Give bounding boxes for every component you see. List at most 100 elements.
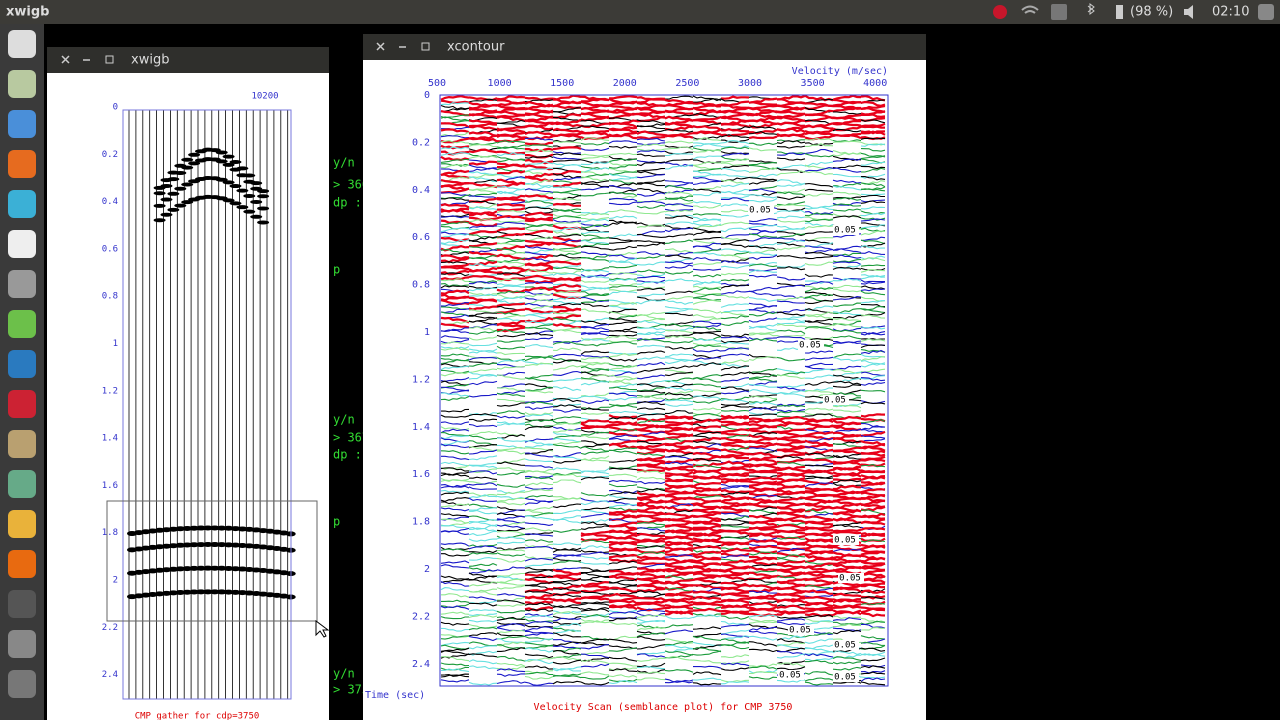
launcher-icon[interactable] bbox=[8, 270, 36, 298]
contour-line bbox=[861, 638, 886, 644]
contour-line bbox=[636, 368, 666, 374]
launcher-icon[interactable] bbox=[8, 70, 36, 98]
power-icon[interactable] bbox=[1258, 4, 1274, 20]
contour-line bbox=[580, 275, 609, 279]
contour-line bbox=[608, 541, 638, 547]
contour-line bbox=[524, 241, 554, 248]
contour-line bbox=[748, 290, 778, 296]
contour-line bbox=[636, 332, 666, 337]
contour-line bbox=[804, 149, 834, 155]
contour-line bbox=[860, 657, 886, 662]
contour-line bbox=[692, 287, 722, 293]
contour-line bbox=[720, 547, 750, 553]
contour-line bbox=[468, 113, 498, 119]
contour-line bbox=[860, 180, 886, 185]
contour-line bbox=[720, 587, 750, 593]
contour-line bbox=[832, 111, 862, 115]
contour-line bbox=[804, 425, 834, 432]
wavelet bbox=[181, 200, 194, 205]
maximize-button[interactable] bbox=[421, 42, 430, 51]
battery-icon[interactable] bbox=[1116, 5, 1123, 19]
launcher-icon[interactable] bbox=[8, 150, 36, 178]
contour-line bbox=[748, 532, 778, 538]
contour-line bbox=[693, 224, 722, 229]
launcher-icon[interactable] bbox=[8, 310, 36, 338]
contour-line bbox=[440, 634, 470, 638]
bluetooth-icon[interactable] bbox=[1087, 3, 1095, 15]
indicator-icon[interactable] bbox=[993, 5, 1007, 19]
launcher-icon[interactable] bbox=[8, 230, 36, 258]
launcher-icon[interactable] bbox=[8, 390, 36, 418]
contour-line bbox=[440, 95, 470, 101]
contour-line bbox=[440, 335, 470, 340]
maximize-button[interactable] bbox=[105, 55, 114, 64]
contour-line bbox=[468, 590, 498, 596]
launcher-icon[interactable] bbox=[8, 590, 36, 618]
contour-line bbox=[860, 653, 886, 657]
contour-line bbox=[720, 467, 750, 472]
contour-line bbox=[636, 130, 666, 137]
launcher-icon[interactable] bbox=[8, 30, 36, 58]
contour-line bbox=[692, 568, 722, 574]
wifi-icon[interactable] bbox=[1021, 5, 1039, 14]
contour-line bbox=[832, 152, 862, 157]
launcher-icon[interactable] bbox=[8, 510, 36, 538]
contour-line bbox=[692, 219, 722, 223]
contour-line bbox=[860, 419, 886, 424]
contour-label: 0.05 bbox=[824, 396, 846, 406]
launcher-icon[interactable] bbox=[8, 630, 36, 658]
contour-line bbox=[468, 413, 498, 417]
contour-line bbox=[440, 285, 470, 289]
y-tick-label: 2.2 bbox=[412, 611, 430, 622]
contour-line bbox=[777, 266, 806, 271]
contour-line bbox=[440, 322, 470, 329]
contour-line bbox=[608, 285, 638, 289]
contour-line bbox=[776, 329, 806, 335]
launcher-icon[interactable] bbox=[8, 470, 36, 498]
contour-line bbox=[860, 236, 886, 242]
contour-line bbox=[832, 308, 862, 314]
contour-line bbox=[440, 674, 470, 678]
contour-line bbox=[860, 676, 886, 679]
contour-line bbox=[832, 455, 861, 460]
contour-line bbox=[748, 432, 778, 437]
launcher-icon[interactable] bbox=[8, 670, 36, 698]
contour-line bbox=[637, 452, 666, 457]
launcher-icon[interactable] bbox=[8, 350, 36, 378]
contour-line bbox=[776, 356, 806, 362]
contour-line bbox=[441, 599, 470, 603]
contour-line bbox=[524, 233, 553, 239]
keyboard-icon[interactable] bbox=[1051, 4, 1067, 20]
zoom-selection[interactable] bbox=[106, 500, 318, 622]
contour-line bbox=[496, 128, 526, 134]
contour-line bbox=[609, 95, 638, 100]
contour-line bbox=[468, 200, 498, 206]
contour-line bbox=[748, 596, 778, 601]
contour-line bbox=[636, 254, 666, 260]
launcher-icon[interactable] bbox=[8, 190, 36, 218]
contour-line bbox=[552, 234, 582, 238]
launcher-icon[interactable] bbox=[8, 110, 36, 138]
contour-line bbox=[720, 146, 750, 150]
contour-line bbox=[748, 237, 778, 242]
contour-line bbox=[608, 329, 638, 334]
contour-line bbox=[468, 107, 498, 113]
volume-icon[interactable] bbox=[1184, 5, 1193, 19]
contour-line bbox=[496, 471, 526, 476]
wavelet bbox=[202, 542, 213, 548]
contour-line bbox=[860, 148, 886, 152]
contour-line bbox=[497, 635, 526, 640]
contour-line bbox=[860, 264, 885, 267]
contour-line bbox=[496, 219, 525, 223]
contour-line bbox=[720, 681, 750, 685]
contour-line bbox=[832, 261, 862, 265]
launcher-icon[interactable] bbox=[8, 550, 36, 578]
contour-label: 0.05 bbox=[834, 536, 856, 546]
contour-line bbox=[440, 650, 470, 655]
close-button[interactable] bbox=[376, 42, 385, 51]
contour-line bbox=[553, 638, 582, 645]
contour-line bbox=[608, 317, 638, 322]
contour-line bbox=[636, 584, 666, 590]
close-button[interactable] bbox=[61, 55, 70, 64]
launcher-icon[interactable] bbox=[8, 430, 36, 458]
